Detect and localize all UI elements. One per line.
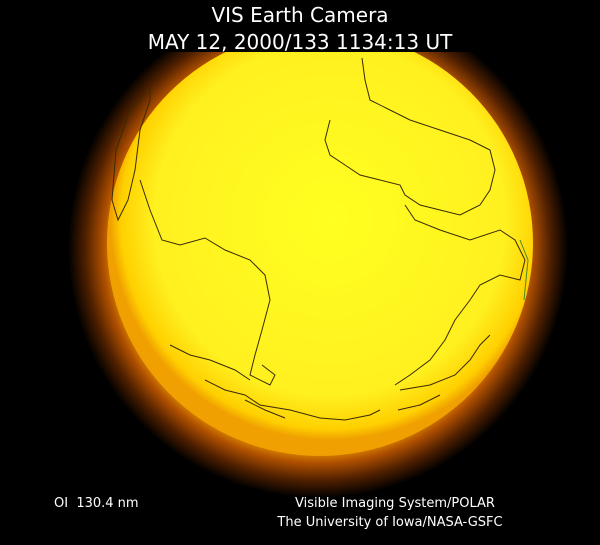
terminator-line (519, 239, 529, 301)
earth-disc (107, 52, 533, 456)
earth-image (68, 52, 568, 498)
credit-line: The University of Iowa/NASA-GSFC (276, 515, 502, 530)
title: VIS Earth Camera (211, 3, 388, 27)
timestamp: MAY 12, 2000/133 1134:13 UT (148, 30, 453, 54)
credit-line: Visible Imaging System/POLAR (295, 496, 495, 511)
filter-label: OI 130.4 nm (54, 496, 139, 511)
coastlines (111, 57, 526, 421)
